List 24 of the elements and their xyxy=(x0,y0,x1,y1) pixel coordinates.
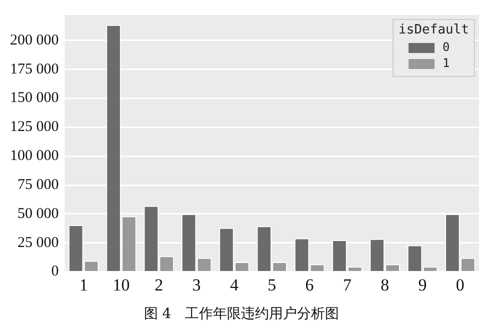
text: 图 4 工作年限违约用户分析图 xyxy=(144,306,340,322)
y-tick-label: 125 000 xyxy=(10,119,59,136)
x-tick-label: 3 xyxy=(192,275,201,294)
y-tick-label: 0 xyxy=(51,264,59,280)
y-tick-label: 200 000 xyxy=(10,32,59,48)
x-tick-label: 7 xyxy=(342,275,352,294)
y-tick-label: 50 000 xyxy=(18,206,59,222)
x-tick-label: 6 xyxy=(305,275,314,294)
x-tick-label: 5 xyxy=(268,275,276,294)
y-tick-label: 175 000 xyxy=(10,61,59,78)
y-tick-label: 100 000 xyxy=(10,148,59,164)
legend-title: isDefault xyxy=(398,22,470,38)
x-tick-label: 4 xyxy=(230,275,239,294)
y-tick-label: 75 000 xyxy=(18,176,59,193)
legend-label: 0 xyxy=(442,40,450,54)
y-tick-label: 150 000 xyxy=(10,90,59,106)
y-tick-label: 25 000 xyxy=(18,234,59,251)
x-tick-label: 8 xyxy=(380,275,390,294)
legend-label: 1 xyxy=(442,56,450,70)
x-tick-label: 9 xyxy=(418,275,427,294)
x-tick-label: 1 xyxy=(79,275,88,294)
x-tick-label: 2 xyxy=(154,275,164,294)
x-tick-label: 0 xyxy=(456,275,464,294)
x-tick-label: 10 xyxy=(112,275,130,294)
